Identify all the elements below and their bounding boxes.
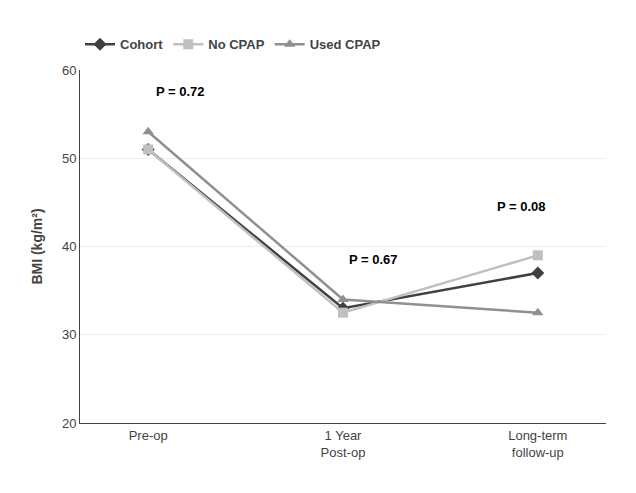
svg-text:Pre-op: Pre-op (129, 428, 168, 443)
svg-text:1 YearPost-op: 1 YearPost-op (321, 428, 366, 460)
svg-text:No CPAP: No CPAP (208, 37, 264, 52)
svg-text:Long-termfollow-up: Long-termfollow-up (508, 428, 567, 460)
svg-text:P = 0.08: P = 0.08 (497, 199, 546, 214)
svg-text:50: 50 (62, 151, 76, 166)
svg-text:40: 40 (62, 239, 76, 254)
svg-text:Cohort: Cohort (120, 37, 163, 52)
svg-text:P = 0.67: P = 0.67 (349, 252, 398, 267)
svg-text:P = 0.72: P = 0.72 (156, 84, 205, 99)
svg-text:60: 60 (62, 63, 76, 78)
svg-text:30: 30 (62, 327, 76, 342)
svg-text:Used CPAP: Used CPAP (310, 37, 381, 52)
svg-text:20: 20 (62, 416, 76, 431)
svg-text:BMI (kg/m²): BMI (kg/m²) (29, 208, 45, 284)
